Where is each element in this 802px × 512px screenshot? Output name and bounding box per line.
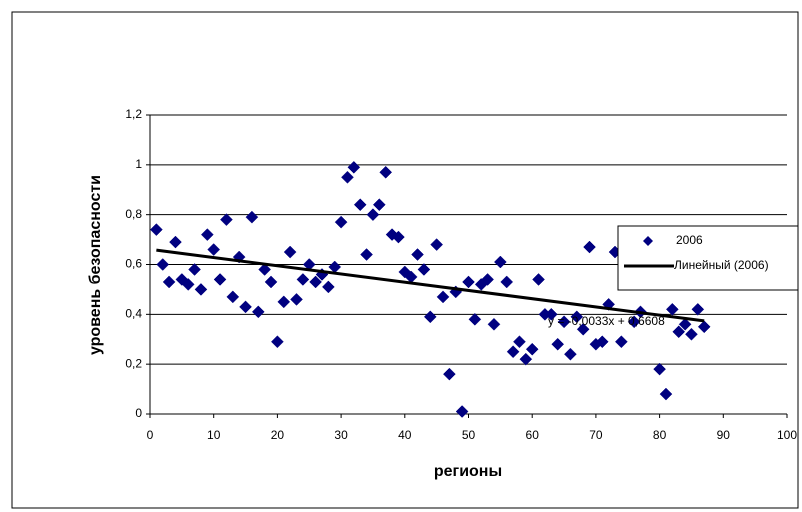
trendline bbox=[156, 248, 705, 323]
x-tick-label: 100 bbox=[777, 428, 797, 442]
data-point bbox=[602, 298, 615, 311]
data-point bbox=[347, 160, 361, 174]
y-tick-label: 0,2 bbox=[125, 356, 142, 370]
x-tick-label: 30 bbox=[334, 428, 348, 442]
data-point bbox=[239, 300, 252, 314]
data-point bbox=[150, 223, 163, 236]
data-point bbox=[334, 215, 348, 229]
data-point bbox=[615, 335, 628, 349]
data-point bbox=[570, 310, 584, 324]
data-point bbox=[181, 278, 195, 291]
data-point bbox=[169, 235, 182, 249]
x-tick-label: 70 bbox=[589, 428, 603, 442]
y-tick-label: 0 bbox=[135, 406, 142, 420]
data-point bbox=[430, 238, 444, 251]
data-point bbox=[672, 325, 686, 339]
data-point bbox=[659, 387, 673, 401]
x-axis-title: регионы bbox=[434, 463, 502, 480]
data-point bbox=[627, 315, 641, 329]
data-point bbox=[322, 280, 335, 294]
data-point bbox=[372, 198, 386, 212]
data-point bbox=[583, 240, 596, 254]
data-point bbox=[500, 275, 514, 289]
data-point bbox=[697, 320, 711, 334]
x-tick-label: 10 bbox=[207, 428, 221, 442]
data-point bbox=[525, 342, 539, 356]
data-point bbox=[411, 248, 424, 261]
data-point bbox=[691, 302, 705, 316]
data-point bbox=[519, 352, 533, 366]
x-tick-label: 80 bbox=[653, 428, 667, 442]
data-point bbox=[341, 170, 354, 184]
data-point bbox=[245, 210, 259, 224]
data-point bbox=[653, 362, 666, 376]
data-point bbox=[595, 335, 609, 349]
data-point bbox=[532, 273, 545, 286]
x-tick-label: 40 bbox=[398, 428, 412, 442]
data-point bbox=[379, 165, 393, 179]
y-tick-label: 0,4 bbox=[125, 307, 142, 321]
data-point bbox=[156, 258, 170, 271]
data-point bbox=[296, 273, 310, 286]
data-point bbox=[576, 322, 590, 336]
data-point bbox=[194, 283, 208, 296]
x-tick-label: 90 bbox=[717, 428, 731, 442]
data-point bbox=[366, 208, 380, 222]
data-point bbox=[309, 275, 322, 289]
trendline-equation: y = -0,0033x + 0,6608 bbox=[548, 314, 665, 328]
y-tick-label: 1,2 bbox=[125, 107, 142, 121]
data-point bbox=[487, 317, 501, 331]
x-tick-label: 0 bbox=[147, 428, 154, 442]
data-point bbox=[392, 230, 405, 244]
data-point bbox=[207, 243, 221, 256]
y-axis-title: уровень безопасности bbox=[87, 175, 104, 355]
data-point bbox=[277, 295, 291, 309]
data-point bbox=[564, 347, 577, 361]
x-tick-label: 60 bbox=[526, 428, 540, 442]
data-point bbox=[188, 263, 201, 276]
y-tick-label: 0,6 bbox=[125, 257, 142, 271]
data-point bbox=[283, 245, 297, 259]
data-point bbox=[417, 263, 431, 276]
data-point bbox=[220, 213, 233, 227]
data-point bbox=[200, 228, 214, 241]
data-point bbox=[353, 198, 367, 212]
data-point bbox=[290, 293, 303, 306]
data-point bbox=[436, 290, 450, 304]
data-point bbox=[462, 275, 475, 289]
data-point bbox=[455, 405, 469, 418]
data-point bbox=[493, 255, 507, 269]
data-point bbox=[360, 248, 373, 261]
data-point bbox=[513, 335, 526, 349]
y-tick-label: 1 bbox=[135, 157, 142, 171]
data-point bbox=[506, 345, 520, 359]
legend-marker bbox=[643, 236, 653, 246]
legend-label: Линейный (2006) bbox=[674, 258, 769, 272]
data-point bbox=[685, 327, 698, 341]
data-point bbox=[557, 315, 571, 329]
x-tick-label: 20 bbox=[271, 428, 285, 442]
data-point bbox=[258, 263, 272, 276]
data-point bbox=[544, 307, 558, 321]
data-point bbox=[251, 305, 265, 319]
data-point bbox=[226, 290, 240, 304]
data-point bbox=[264, 275, 278, 289]
legend-label: 2006 bbox=[676, 233, 703, 247]
data-point bbox=[481, 273, 494, 286]
x-tick-label: 50 bbox=[462, 428, 476, 442]
data-point bbox=[213, 273, 227, 286]
data-point bbox=[551, 337, 565, 351]
data-point bbox=[678, 317, 692, 331]
data-point bbox=[423, 310, 437, 324]
y-tick-label: 0,8 bbox=[125, 207, 142, 221]
data-point bbox=[443, 367, 456, 381]
data-point bbox=[162, 275, 176, 289]
data-point bbox=[271, 335, 284, 349]
data-point bbox=[468, 312, 482, 326]
